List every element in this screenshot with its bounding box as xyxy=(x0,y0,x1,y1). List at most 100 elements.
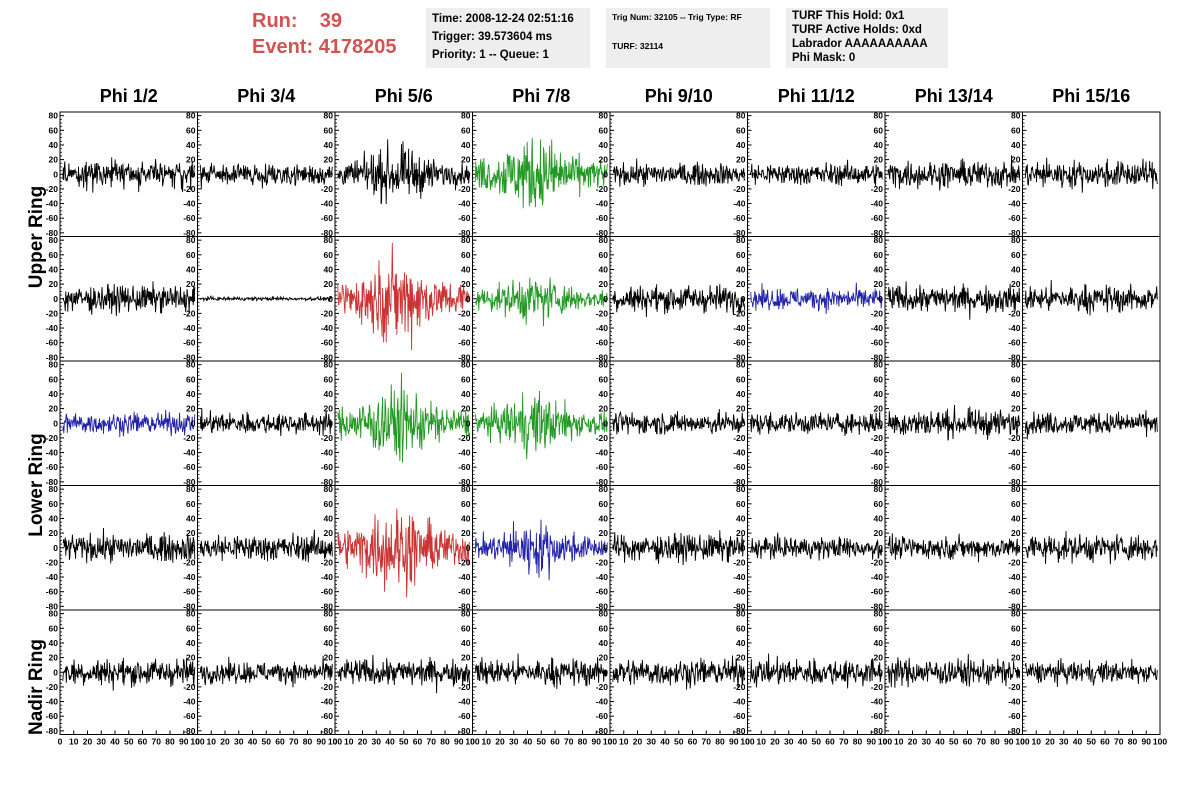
ytick-label-r3-c1-80: 80 xyxy=(186,484,196,494)
xtick-label-c2-40: 40 xyxy=(385,737,395,747)
ytick-label-r2-c1-60: 60 xyxy=(186,374,196,384)
ytick-label-r4-c6-0: 0 xyxy=(878,667,883,677)
ytick-label-r1-c2--40: -40 xyxy=(321,323,334,333)
ytick-label-r1-c4--80: -80 xyxy=(596,352,609,362)
ytick-label-r4-c0-60: 60 xyxy=(49,623,59,633)
ytick-label-r3-c6-80: 80 xyxy=(874,484,884,494)
ytick-label-r1-c7-0: 0 xyxy=(1016,294,1021,304)
ytick-label-r1-c0-40: 40 xyxy=(49,264,59,274)
xtick-label-c3-0: 0 xyxy=(470,737,475,747)
waveform-trace-r2-c3 xyxy=(474,390,608,460)
ytick-label-r3-c5--20: -20 xyxy=(733,557,746,567)
ytick-label-r2-c3--60: -60 xyxy=(458,462,471,472)
ytick-label-r4-c1-40: 40 xyxy=(186,638,196,648)
ytick-label-r1-c6-20: 20 xyxy=(874,279,884,289)
xtick-label-c3-90: 90 xyxy=(592,737,602,747)
xtick-label-c6-20: 20 xyxy=(908,737,918,747)
ytick-label-r1-c3-40: 40 xyxy=(461,264,471,274)
ytick-label-r4-c2-0: 0 xyxy=(328,667,333,677)
ytick-label-r4-c5-80: 80 xyxy=(736,609,746,619)
xtick-label-c6-40: 40 xyxy=(935,737,945,747)
ytick-label-r4-c4--40: -40 xyxy=(596,697,609,707)
ytick-label-r2-c1-80: 80 xyxy=(186,360,196,370)
ytick-label-r4-c1--20: -20 xyxy=(183,682,196,692)
ytick-label-r1-c1--80: -80 xyxy=(183,352,196,362)
ytick-label-r3-c0-20: 20 xyxy=(49,528,59,538)
ytick-label-r1-c6-0: 0 xyxy=(878,294,883,304)
ytick-label-r3-c7--80: -80 xyxy=(1008,601,1021,611)
ytick-label-r2-c1-40: 40 xyxy=(186,389,196,399)
ytick-label-r2-c1--20: -20 xyxy=(183,433,196,443)
waveform-trace-r1-c0 xyxy=(62,281,196,317)
ytick-label-r3-c7--40: -40 xyxy=(1008,572,1021,582)
ytick-label-r2-c3-0: 0 xyxy=(466,418,471,428)
waveform-trace-r4-c6 xyxy=(887,653,1021,688)
panel-frame-r0-c3 xyxy=(472,111,611,237)
ytick-label-r0-c5--60: -60 xyxy=(733,213,746,223)
ytick-label-r2-c7--40: -40 xyxy=(1008,448,1021,458)
ytick-label-r0-c5-80: 80 xyxy=(736,111,746,121)
waveform-trace-r2-c0 xyxy=(62,409,196,438)
ytick-label-r3-c1-40: 40 xyxy=(186,513,196,523)
ytick-label-r0-c6-20: 20 xyxy=(874,155,884,165)
ytick-label-r3-c2-80: 80 xyxy=(324,484,334,494)
xtick-label-c7-10: 10 xyxy=(1032,737,1042,747)
ytick-label-r4-c4--20: -20 xyxy=(596,682,609,692)
ytick-label-r3-c7--60: -60 xyxy=(1008,587,1021,597)
xtick-label-c6-0: 0 xyxy=(883,737,888,747)
ytick-label-r0-c2-20: 20 xyxy=(324,155,334,165)
waveform-trace-r3-c5 xyxy=(749,532,883,561)
ytick-label-r0-c4-60: 60 xyxy=(599,125,609,135)
waveform-trace-r2-c4 xyxy=(612,408,745,435)
waveform-trace-r4-c7 xyxy=(1024,657,1158,687)
ytick-label-r0-c2--60: -60 xyxy=(321,213,334,223)
waveform-trace-r3-c6 xyxy=(887,533,1021,563)
xtick-label-c4-10: 10 xyxy=(619,737,629,747)
ytick-label-r0-c6-60: 60 xyxy=(874,125,884,135)
ytick-label-r0-c7--40: -40 xyxy=(1008,199,1021,209)
xtick-label-c0-30: 30 xyxy=(97,737,107,747)
ytick-label-r0-c1-80: 80 xyxy=(186,111,196,121)
ytick-label-r4-c6-80: 80 xyxy=(874,609,884,619)
ytick-label-r0-c6-80: 80 xyxy=(874,111,884,121)
ytick-label-r1-c3-60: 60 xyxy=(461,250,471,260)
ytick-label-r1-c5-40: 40 xyxy=(736,264,746,274)
ytick-label-r4-c1-80: 80 xyxy=(186,609,196,619)
ytick-label-r3-c3-0: 0 xyxy=(466,543,471,553)
ytick-label-r1-c2-80: 80 xyxy=(324,235,334,245)
waveform-trace-r0-c3 xyxy=(474,138,608,209)
ytick-label-r1-c3--40: -40 xyxy=(458,323,471,333)
xtick-label-c2-10: 10 xyxy=(344,737,354,747)
ytick-label-r0-c1-20: 20 xyxy=(186,155,196,165)
ytick-label-r3-c4-60: 60 xyxy=(599,499,609,509)
ytick-label-r3-c4-0: 0 xyxy=(603,543,608,553)
ytick-label-r4-c0--80: -80 xyxy=(46,726,59,736)
ytick-label-r2-c6-80: 80 xyxy=(874,360,884,370)
time-text: Time: 2008-12-24 02:51:16 xyxy=(432,13,574,25)
ytick-label-r0-c7-0: 0 xyxy=(1016,169,1021,179)
ytick-label-r3-c1-0: 0 xyxy=(191,543,196,553)
ytick-label-r2-c1--60: -60 xyxy=(183,462,196,472)
xtick-label-c4-70: 70 xyxy=(702,737,712,747)
ytick-label-r3-c3--20: -20 xyxy=(458,557,471,567)
xtick-label-c5-0: 0 xyxy=(745,737,750,747)
ytick-label-r2-c2-40: 40 xyxy=(324,389,334,399)
xtick-label-c2-0: 0 xyxy=(333,737,338,747)
ytick-label-r3-c4-80: 80 xyxy=(599,484,609,494)
ytick-label-r3-c4-20: 20 xyxy=(599,528,609,538)
ytick-label-r4-c2-20: 20 xyxy=(324,653,334,663)
ytick-label-r0-c2-80: 80 xyxy=(324,111,334,121)
ytick-label-r1-c2-20: 20 xyxy=(324,279,334,289)
ytick-label-r1-c2--80: -80 xyxy=(321,352,334,362)
ytick-label-r0-c4-80: 80 xyxy=(599,111,609,121)
ytick-label-r4-c7-80: 80 xyxy=(1011,609,1021,619)
ytick-label-r2-c6--20: -20 xyxy=(871,433,884,443)
ytick-label-r1-c1-40: 40 xyxy=(186,264,196,274)
ytick-label-r4-c7--40: -40 xyxy=(1008,697,1021,707)
ytick-label-r2-c3-80: 80 xyxy=(461,360,471,370)
ytick-label-r2-c7--20: -20 xyxy=(1008,433,1021,443)
ytick-label-r0-c6--40: -40 xyxy=(871,199,884,209)
ytick-label-r0-c5-20: 20 xyxy=(736,155,746,165)
ytick-label-r3-c2--80: -80 xyxy=(321,601,334,611)
ytick-label-r2-c2--20: -20 xyxy=(321,433,334,443)
